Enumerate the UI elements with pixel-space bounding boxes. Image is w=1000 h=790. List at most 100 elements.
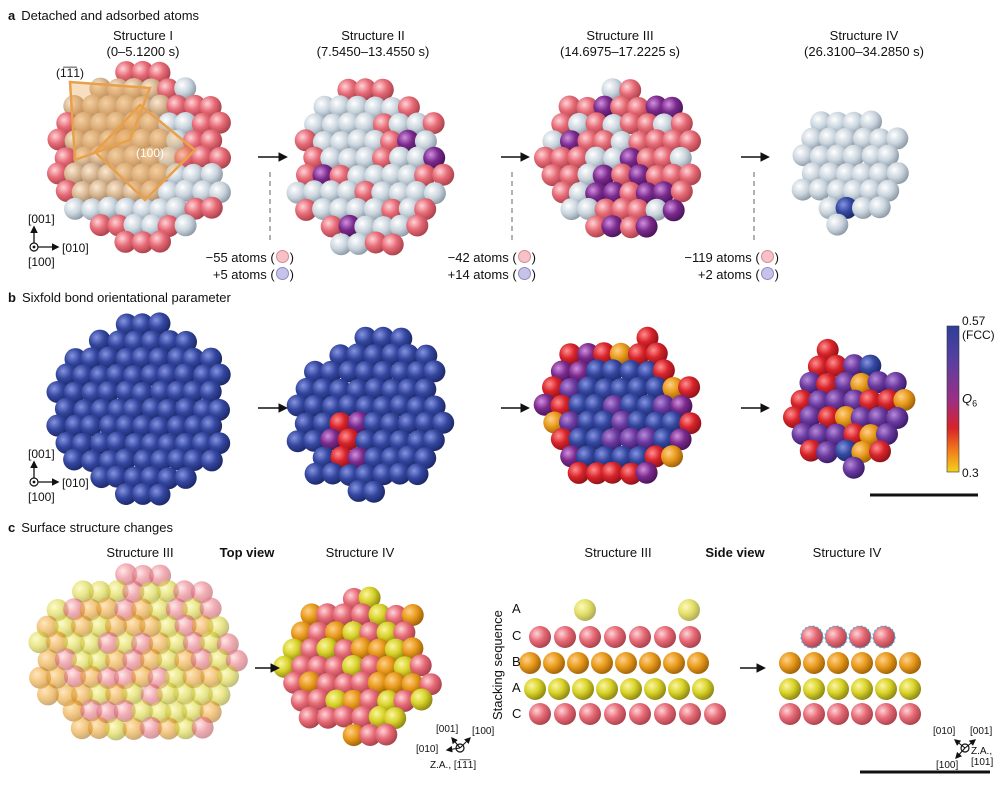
- atom-top-structure-iv: [342, 724, 365, 747]
- atom-structure-i: [174, 214, 197, 237]
- atom-top-structure-iii: [97, 666, 120, 689]
- atom-structure-ii: [320, 147, 343, 169]
- atom-q6-structure-i: [115, 347, 138, 370]
- atom-q6-structure-iii: [636, 427, 659, 450]
- atom-side-structure-iv: [827, 703, 849, 725]
- atom-q6-structure-iii: [586, 462, 608, 485]
- atom-structure-iii: [627, 198, 650, 221]
- atom-top-structure-iii: [87, 717, 110, 739]
- atom-structure-ii: [389, 146, 412, 169]
- atom-top-structure-iii: [79, 598, 102, 621]
- structure-iii-title: Structure III (14.6975–17.2225 s): [560, 28, 680, 60]
- atom-structure-i: [105, 111, 128, 134]
- atom-structure-i: [192, 180, 215, 203]
- atom-q6-structure-iv: [876, 423, 898, 446]
- atom-q6-structure-iii: [584, 393, 607, 416]
- atom-q6-structure-iv: [816, 441, 839, 464]
- panel-b-title-text: Sixfold bond orientational parameter: [21, 290, 231, 305]
- panel-letter-b: b: [8, 290, 16, 305]
- atom-side-structure-iii: [579, 703, 601, 725]
- atom-q6-structure-ii: [347, 447, 370, 470]
- pink-atom-icon: [517, 250, 531, 263]
- atom-structure-i: [122, 78, 145, 100]
- atom-top-structure-iii: [72, 580, 94, 603]
- atom-side-structure-iv: [779, 678, 801, 700]
- panel-b-title: b Sixfold bond orientational parameter: [8, 290, 231, 305]
- atom-top-structure-iv: [360, 654, 383, 677]
- atom-side-structure-iv: [872, 625, 896, 649]
- atom-structure-i: [114, 230, 137, 253]
- atom-top-structure-iii: [105, 649, 128, 672]
- structure-i-time: (0–5.1200 s): [106, 44, 180, 59]
- atom-structure-iii: [585, 112, 608, 135]
- axis-c-top-100: [100]: [472, 726, 495, 737]
- axis-c-side-010: [010]: [933, 726, 956, 737]
- atom-side-structure-iii: [629, 626, 651, 648]
- atom-structure-ii: [405, 181, 428, 203]
- atom-structure-ii: [330, 233, 353, 256]
- atom-q6-structure-ii: [423, 360, 446, 383]
- atom-top-structure-iii: [182, 631, 205, 654]
- atom-q6-structure-iii: [533, 393, 556, 416]
- atom-q6-structure-iv: [799, 439, 822, 462]
- atom-q6-structure-iv: [893, 389, 916, 411]
- atom-side-structure-iv: [875, 652, 897, 674]
- atom-top-structure-iii: [70, 717, 93, 740]
- atom-q6-structure-iv: [859, 389, 882, 412]
- structure-iii-name: Structure III: [586, 28, 654, 43]
- atom-structure-i: [47, 128, 70, 151]
- atom-q6-structure-i: [140, 466, 163, 488]
- atom-top-structure-iii: [89, 615, 112, 638]
- atom-structure-iv: [801, 127, 824, 150]
- close-paren: ): [531, 267, 536, 282]
- atom-top-structure-iv: [367, 671, 390, 694]
- atom-structure-ii: [294, 129, 317, 152]
- atom-structure-iii: [542, 130, 565, 153]
- atom-structure-iii: [593, 130, 616, 152]
- atom-structure-ii: [363, 197, 386, 220]
- atom-q6-structure-iii: [542, 376, 564, 399]
- atom-q6-structure-ii: [381, 343, 404, 366]
- atom-top-structure-iii: [131, 665, 154, 688]
- atom-q6-structure-ii: [432, 411, 455, 434]
- atom-structure-i: [55, 179, 78, 202]
- atom-structure-i: [158, 146, 181, 169]
- atom-q6-structure-i: [114, 448, 137, 471]
- atom-q6-structure-iii: [645, 376, 668, 399]
- adsorbed-count-2: +14 atoms (: [447, 267, 517, 282]
- atom-top-structure-iv: [358, 586, 381, 609]
- atom-top-structure-iii: [190, 581, 213, 604]
- atom-structure-i: [64, 197, 86, 220]
- atom-structure-i: [122, 180, 145, 203]
- atom-structure-i: [106, 180, 128, 202]
- atom-top-structure-iii: [80, 699, 103, 722]
- atom-structure-iii: [534, 146, 556, 169]
- purple-atom-icon: [760, 267, 774, 280]
- atom-q6-structure-iii: [670, 394, 693, 417]
- atom-structure-iii: [635, 182, 658, 205]
- atom-structure-iii: [577, 130, 600, 152]
- atom-q6-structure-i: [200, 414, 223, 437]
- atom-structure-iii: [652, 181, 675, 204]
- atom-top-structure-iv: [376, 621, 399, 644]
- atom-q6-structure-iv: [859, 424, 882, 447]
- panel-letter-c: c: [8, 520, 16, 535]
- atom-q6-structure-ii: [397, 412, 420, 435]
- atom-q6-structure-iii: [620, 393, 643, 416]
- atom-q6-structure-iii: [609, 342, 632, 365]
- atom-top-structure-iii: [173, 682, 196, 705]
- atom-top-structure-iii: [200, 665, 223, 688]
- atom-structure-iv: [859, 179, 882, 202]
- atom-side-structure-iv: [851, 678, 873, 700]
- atom-top-structure-iii: [181, 699, 204, 722]
- atom-q6-structure-iv: [807, 355, 830, 378]
- atom-side-structure-iii: [668, 678, 690, 700]
- atom-structure-i: [184, 197, 207, 220]
- atom-structure-ii: [320, 215, 343, 238]
- atom-top-structure-iv: [325, 621, 347, 644]
- atom-top-structure-iv: [341, 655, 364, 677]
- atom-top-structure-iii: [105, 614, 128, 637]
- atom-structure-i: [47, 162, 69, 185]
- atom-structure-iii: [560, 198, 583, 221]
- atom-q6-structure-iii: [644, 445, 667, 468]
